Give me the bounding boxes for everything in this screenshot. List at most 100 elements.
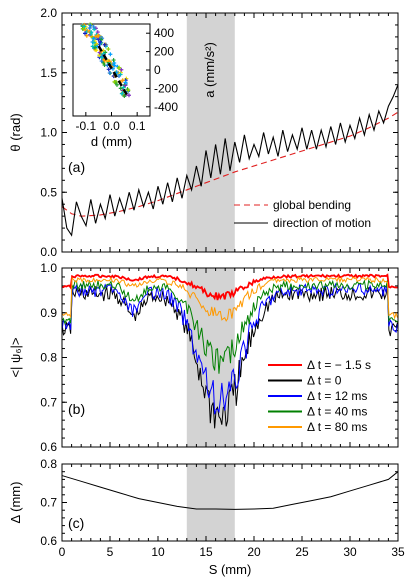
series-line — [61, 275, 398, 322]
inset-x-tick-label: 0.1 — [129, 119, 146, 133]
scatter-point — [91, 36, 96, 41]
y-tick-label: 0.7 — [40, 395, 57, 409]
scatter-point — [108, 52, 113, 57]
scatter-point — [123, 80, 128, 85]
scatter-point — [120, 78, 125, 83]
shaded-region — [186, 13, 235, 252]
scatter-point — [92, 45, 97, 50]
scatter-point — [106, 47, 111, 52]
scatter-point — [114, 70, 119, 75]
scatter-point — [98, 39, 103, 44]
scatter-point — [112, 63, 117, 68]
inset-points — [80, 22, 131, 99]
scatter-point — [82, 24, 87, 29]
inset-x-label: d (mm) — [91, 134, 132, 149]
y-tick-label: 0.6 — [40, 534, 57, 548]
legend-label: Δ t = 0 — [307, 374, 342, 388]
x-tick-label: 30 — [343, 545, 357, 559]
scatter-point — [87, 26, 92, 31]
y-axis-label: <| ψ₆|> — [8, 337, 23, 377]
legend-label: Δ t = 12 ms — [307, 389, 367, 403]
inset-y-tick-label: 0 — [154, 63, 161, 77]
y-tick-label: 0.6 — [40, 440, 57, 454]
panel-b: 0.6 0.7 0.8 0.9 1.0 <| ψ₆|> (b) Δ t = − 1.5 … — [8, 261, 399, 454]
scatter-point — [91, 24, 96, 29]
inset-frame — [72, 23, 151, 117]
inset-x-tick-label: -0.1 — [75, 119, 96, 133]
scatter-point — [91, 40, 96, 45]
legend-label: direction of motion — [273, 216, 371, 230]
inset-y-label: a (mm/s²) — [202, 42, 217, 98]
scatter-point — [117, 65, 122, 70]
legend-label: Δ t = 40 ms — [307, 405, 367, 419]
panel-label: (b) — [68, 401, 85, 417]
scatter-point — [82, 31, 87, 36]
panel-label: (c) — [68, 515, 84, 531]
y-tick-label: 1.0 — [40, 261, 57, 275]
x-tick-label: 5 — [107, 545, 114, 559]
scatter-point — [116, 74, 121, 79]
plot-frame — [61, 463, 399, 542]
scatter-point — [102, 42, 107, 47]
scatter-point — [114, 82, 119, 87]
x-tick-label: 20 — [247, 545, 261, 559]
plot-frame — [61, 267, 399, 448]
scatter-point — [111, 58, 116, 63]
inset-y-tick-label: 400 — [154, 26, 174, 40]
inset-ticks: -0.1 0.0 0.1 400 200 0 -200 -400 — [75, 26, 178, 133]
scatter-point — [95, 30, 100, 35]
y-tick-label: 0.8 — [40, 457, 57, 471]
y-tick-label: 1.5 — [40, 66, 57, 80]
scatter-point — [122, 94, 127, 99]
x-tick-label: 15 — [199, 545, 213, 559]
series-lines — [61, 471, 399, 510]
y-tick-label: 1.0 — [40, 126, 57, 140]
scatter-point — [90, 44, 95, 49]
inset-x-tick-label: 0.0 — [103, 119, 120, 133]
y-axis-label: θ (rad) — [8, 113, 23, 151]
scatter-point — [81, 26, 86, 31]
y-tick-label: 0.5 — [40, 185, 57, 199]
y-tick-label: 2.0 — [40, 6, 57, 20]
scatter-point — [112, 79, 117, 84]
x-tick-label: 0 — [59, 545, 66, 559]
series-lines — [61, 273, 399, 429]
x-tick-label: 35 — [391, 545, 405, 559]
inset-y-tick-label: -200 — [154, 81, 178, 95]
scatter-point — [99, 37, 104, 42]
series-line — [61, 285, 398, 429]
plot-frame — [61, 12, 399, 253]
y-axis-label: Δ (mm) — [8, 482, 23, 524]
x-tick-label: 25 — [295, 545, 309, 559]
legend-label: Δ t = 80 ms — [307, 420, 367, 434]
series-line — [61, 282, 399, 415]
y-tick-label: 0.9 — [40, 306, 57, 320]
y-tick-label: 0.8 — [40, 351, 57, 365]
legend: global bending direction of motion — [234, 198, 371, 230]
scatter-point — [119, 67, 124, 72]
legend-label: Δ t = − 1.5 s — [307, 358, 371, 372]
series-line — [61, 273, 398, 301]
scatter-point — [126, 93, 131, 98]
x-tick-label: 10 — [151, 545, 165, 559]
inset-y-tick-label: -400 — [154, 100, 178, 114]
scatter-point — [84, 33, 89, 38]
scatter-point — [107, 70, 112, 75]
scatter-point — [106, 67, 111, 72]
scatter-point — [93, 34, 98, 39]
panel-c: 0.6 0.7 0.8 0 5 10 15 20 25 30 35 Δ (mm) S (mm) (c… — [8, 457, 405, 577]
x-axis-label: S (mm) — [209, 562, 252, 577]
series-line — [61, 84, 399, 237]
series-line — [61, 471, 399, 510]
y-tick-label: 0.7 — [40, 496, 57, 510]
scatter-point — [126, 88, 131, 93]
legend-label: global bending — [273, 198, 351, 212]
inset-scatter: -0.1 0.0 0.1 400 200 0 -200 -400 d (mm) a (mm/s… — [72, 22, 217, 149]
scatter-point — [110, 66, 115, 71]
scatter-point — [89, 30, 94, 35]
panel-label: (a) — [68, 159, 85, 175]
y-tick-label: 0.0 — [40, 245, 57, 259]
scatter-point — [94, 48, 99, 53]
scatter-point — [118, 86, 123, 91]
